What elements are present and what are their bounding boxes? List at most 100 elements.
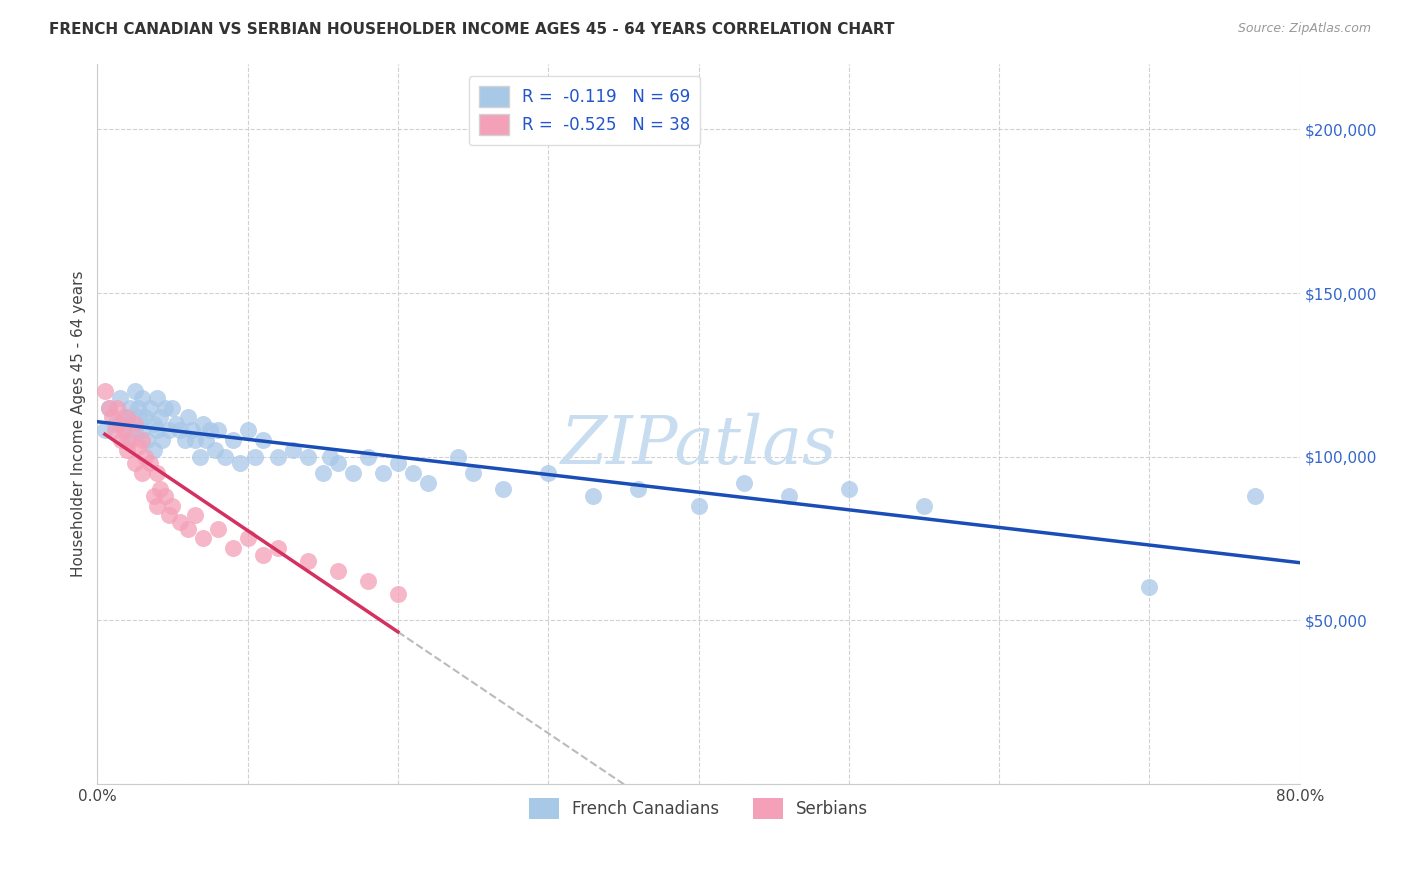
Point <box>198 424 221 438</box>
Point <box>387 587 409 601</box>
Point <box>169 424 191 438</box>
Point <box>159 508 181 523</box>
Point <box>124 384 146 399</box>
Point <box>319 450 342 464</box>
Point <box>537 466 560 480</box>
Point <box>447 450 470 464</box>
Point <box>236 532 259 546</box>
Point <box>176 522 198 536</box>
Point <box>143 443 166 458</box>
Point <box>207 522 229 536</box>
Point <box>134 410 156 425</box>
Point <box>108 417 131 431</box>
Point <box>117 434 139 448</box>
Point <box>214 450 236 464</box>
Point <box>110 434 132 448</box>
Point <box>143 417 166 431</box>
Point <box>221 541 243 556</box>
Point <box>207 424 229 438</box>
Point <box>357 574 380 588</box>
Point <box>357 450 380 464</box>
Point <box>267 450 290 464</box>
Point <box>120 401 142 415</box>
Point <box>492 483 515 497</box>
Point <box>267 541 290 556</box>
Point <box>778 489 800 503</box>
Point <box>194 434 217 448</box>
Point <box>229 456 252 470</box>
Point <box>94 424 117 438</box>
Y-axis label: Householder Income Ages 45 - 64 years: Householder Income Ages 45 - 64 years <box>72 270 86 577</box>
Point <box>131 424 153 438</box>
Point <box>252 434 274 448</box>
Point <box>181 424 204 438</box>
Point <box>184 434 207 448</box>
Point <box>912 499 935 513</box>
Point <box>312 466 335 480</box>
Point <box>153 401 176 415</box>
Point <box>627 483 650 497</box>
Point <box>191 532 214 546</box>
Text: Source: ZipAtlas.com: Source: ZipAtlas.com <box>1237 22 1371 36</box>
Point <box>131 466 153 480</box>
Point <box>149 410 172 425</box>
Point <box>146 499 169 513</box>
Point <box>1139 581 1161 595</box>
Point <box>117 417 139 431</box>
Point <box>134 450 156 464</box>
Point <box>252 548 274 562</box>
Point <box>342 466 364 480</box>
Point <box>297 450 319 464</box>
Point <box>143 489 166 503</box>
Point <box>204 443 226 458</box>
Point <box>326 564 349 578</box>
Point <box>236 424 259 438</box>
Point <box>838 483 860 497</box>
Point <box>162 499 184 513</box>
Point <box>281 443 304 458</box>
Point <box>98 401 121 415</box>
Point <box>120 434 142 448</box>
Text: FRENCH CANADIAN VS SERBIAN HOUSEHOLDER INCOME AGES 45 - 64 YEARS CORRELATION CHA: FRENCH CANADIAN VS SERBIAN HOUSEHOLDER I… <box>49 22 894 37</box>
Point <box>387 456 409 470</box>
Point <box>176 410 198 425</box>
Point <box>117 410 139 425</box>
Point <box>124 424 146 438</box>
Point <box>105 401 128 415</box>
Point <box>416 475 439 490</box>
Point <box>188 450 211 464</box>
Point <box>146 391 169 405</box>
Point <box>139 456 162 470</box>
Point <box>112 410 135 425</box>
Point <box>461 466 484 480</box>
Point <box>243 450 266 464</box>
Point <box>128 410 150 425</box>
Point <box>149 483 172 497</box>
Point <box>402 466 425 480</box>
Point <box>127 440 149 454</box>
Point <box>146 424 169 438</box>
Point <box>131 391 153 405</box>
Point <box>104 424 127 438</box>
Point <box>94 384 117 399</box>
Point <box>159 424 181 438</box>
Point <box>101 410 124 425</box>
Point <box>169 515 191 529</box>
Legend: French Canadians, Serbians: French Canadians, Serbians <box>522 791 875 826</box>
Point <box>173 434 195 448</box>
Point <box>146 466 169 480</box>
Point <box>162 401 184 415</box>
Point <box>1243 489 1265 503</box>
Point <box>165 417 187 431</box>
Point <box>184 508 207 523</box>
Point <box>136 434 159 448</box>
Point <box>139 401 162 415</box>
Point <box>104 417 127 431</box>
Point <box>153 489 176 503</box>
Point <box>582 489 605 503</box>
Point <box>150 434 173 448</box>
Point <box>297 554 319 568</box>
Point <box>131 434 153 448</box>
Point <box>124 456 146 470</box>
Point <box>124 417 146 431</box>
